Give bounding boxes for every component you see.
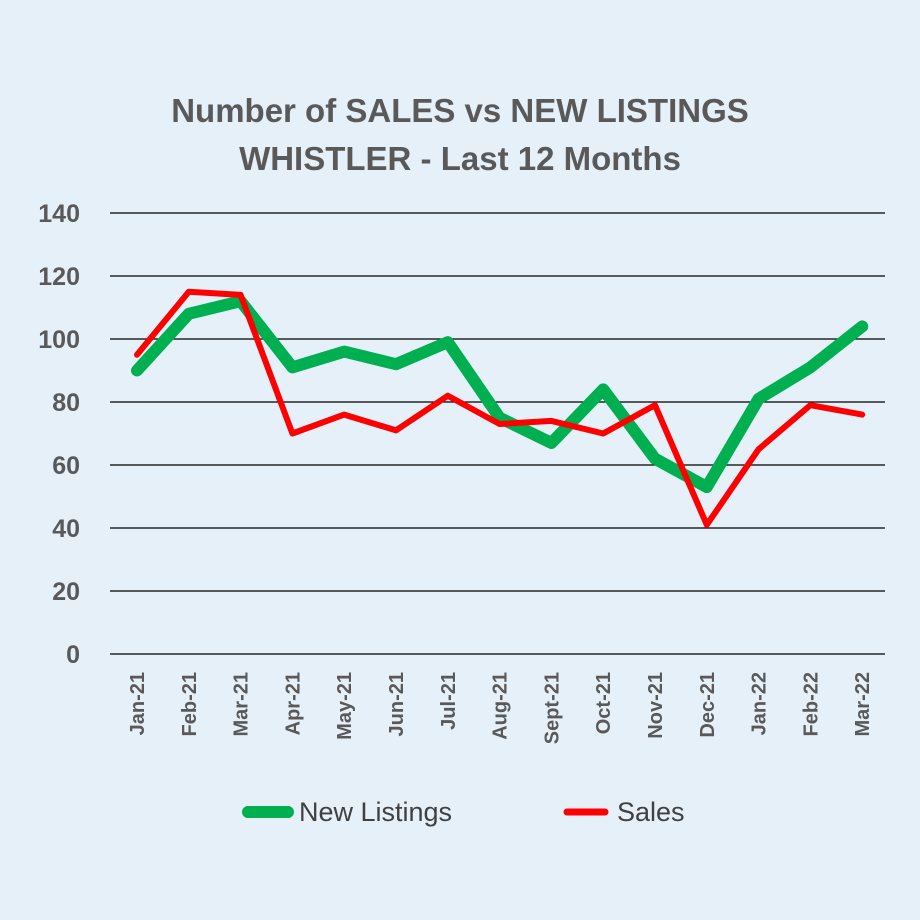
x-tick-label: Jul-21 [438, 672, 460, 730]
x-tick-label: Feb-22 [800, 672, 822, 736]
x-tick-label: Nov-21 [645, 672, 667, 739]
legend-label-sales: Sales [617, 797, 685, 827]
gridlines [110, 212, 885, 655]
series-line-new-listings [131, 295, 869, 494]
y-tick-label: 140 [38, 200, 80, 228]
x-tick-label: May-21 [334, 672, 356, 740]
y-axis-ticks: 0 20 40 60 80 100 120 140 [38, 200, 80, 669]
x-tick-label: Mar-21 [231, 672, 253, 736]
x-tick-label: Jan-21 [127, 672, 149, 735]
x-tick-label: Dec-21 [697, 672, 719, 738]
y-tick-label: 80 [52, 389, 80, 417]
x-tick-label: Sept-21 [541, 672, 563, 744]
chart-title: Number of SALES vs NEW LISTINGS [171, 92, 749, 129]
x-tick-label: Aug-21 [490, 672, 512, 740]
y-tick-label: 120 [38, 263, 80, 291]
x-axis-ticks: Jan-21 Feb-21 Mar-21 Apr-21 May-21 Jun-21 Jul-… [127, 672, 874, 744]
x-tick-label: Jun-21 [386, 672, 408, 736]
y-tick-label: 40 [52, 515, 80, 543]
series-lines [131, 288, 869, 528]
x-tick-label: Apr-21 [282, 672, 304, 735]
chart-subtitle: WHISTLER - Last 12 Months [239, 140, 681, 177]
y-tick-label: 60 [52, 452, 80, 480]
x-tick-label: Mar-22 [852, 672, 874, 736]
series-line-sales [134, 288, 866, 528]
y-tick-label: 20 [52, 578, 80, 606]
x-tick-label: Oct-21 [593, 672, 615, 734]
legend-label-new-listings: New Listings [299, 797, 452, 827]
x-tick-label: Feb-21 [179, 672, 201, 736]
x-tick-label: Jan-22 [749, 672, 771, 735]
y-tick-label: 100 [38, 326, 80, 354]
legend: New Listings Sales [242, 797, 685, 827]
y-tick-label: 0 [66, 641, 80, 669]
